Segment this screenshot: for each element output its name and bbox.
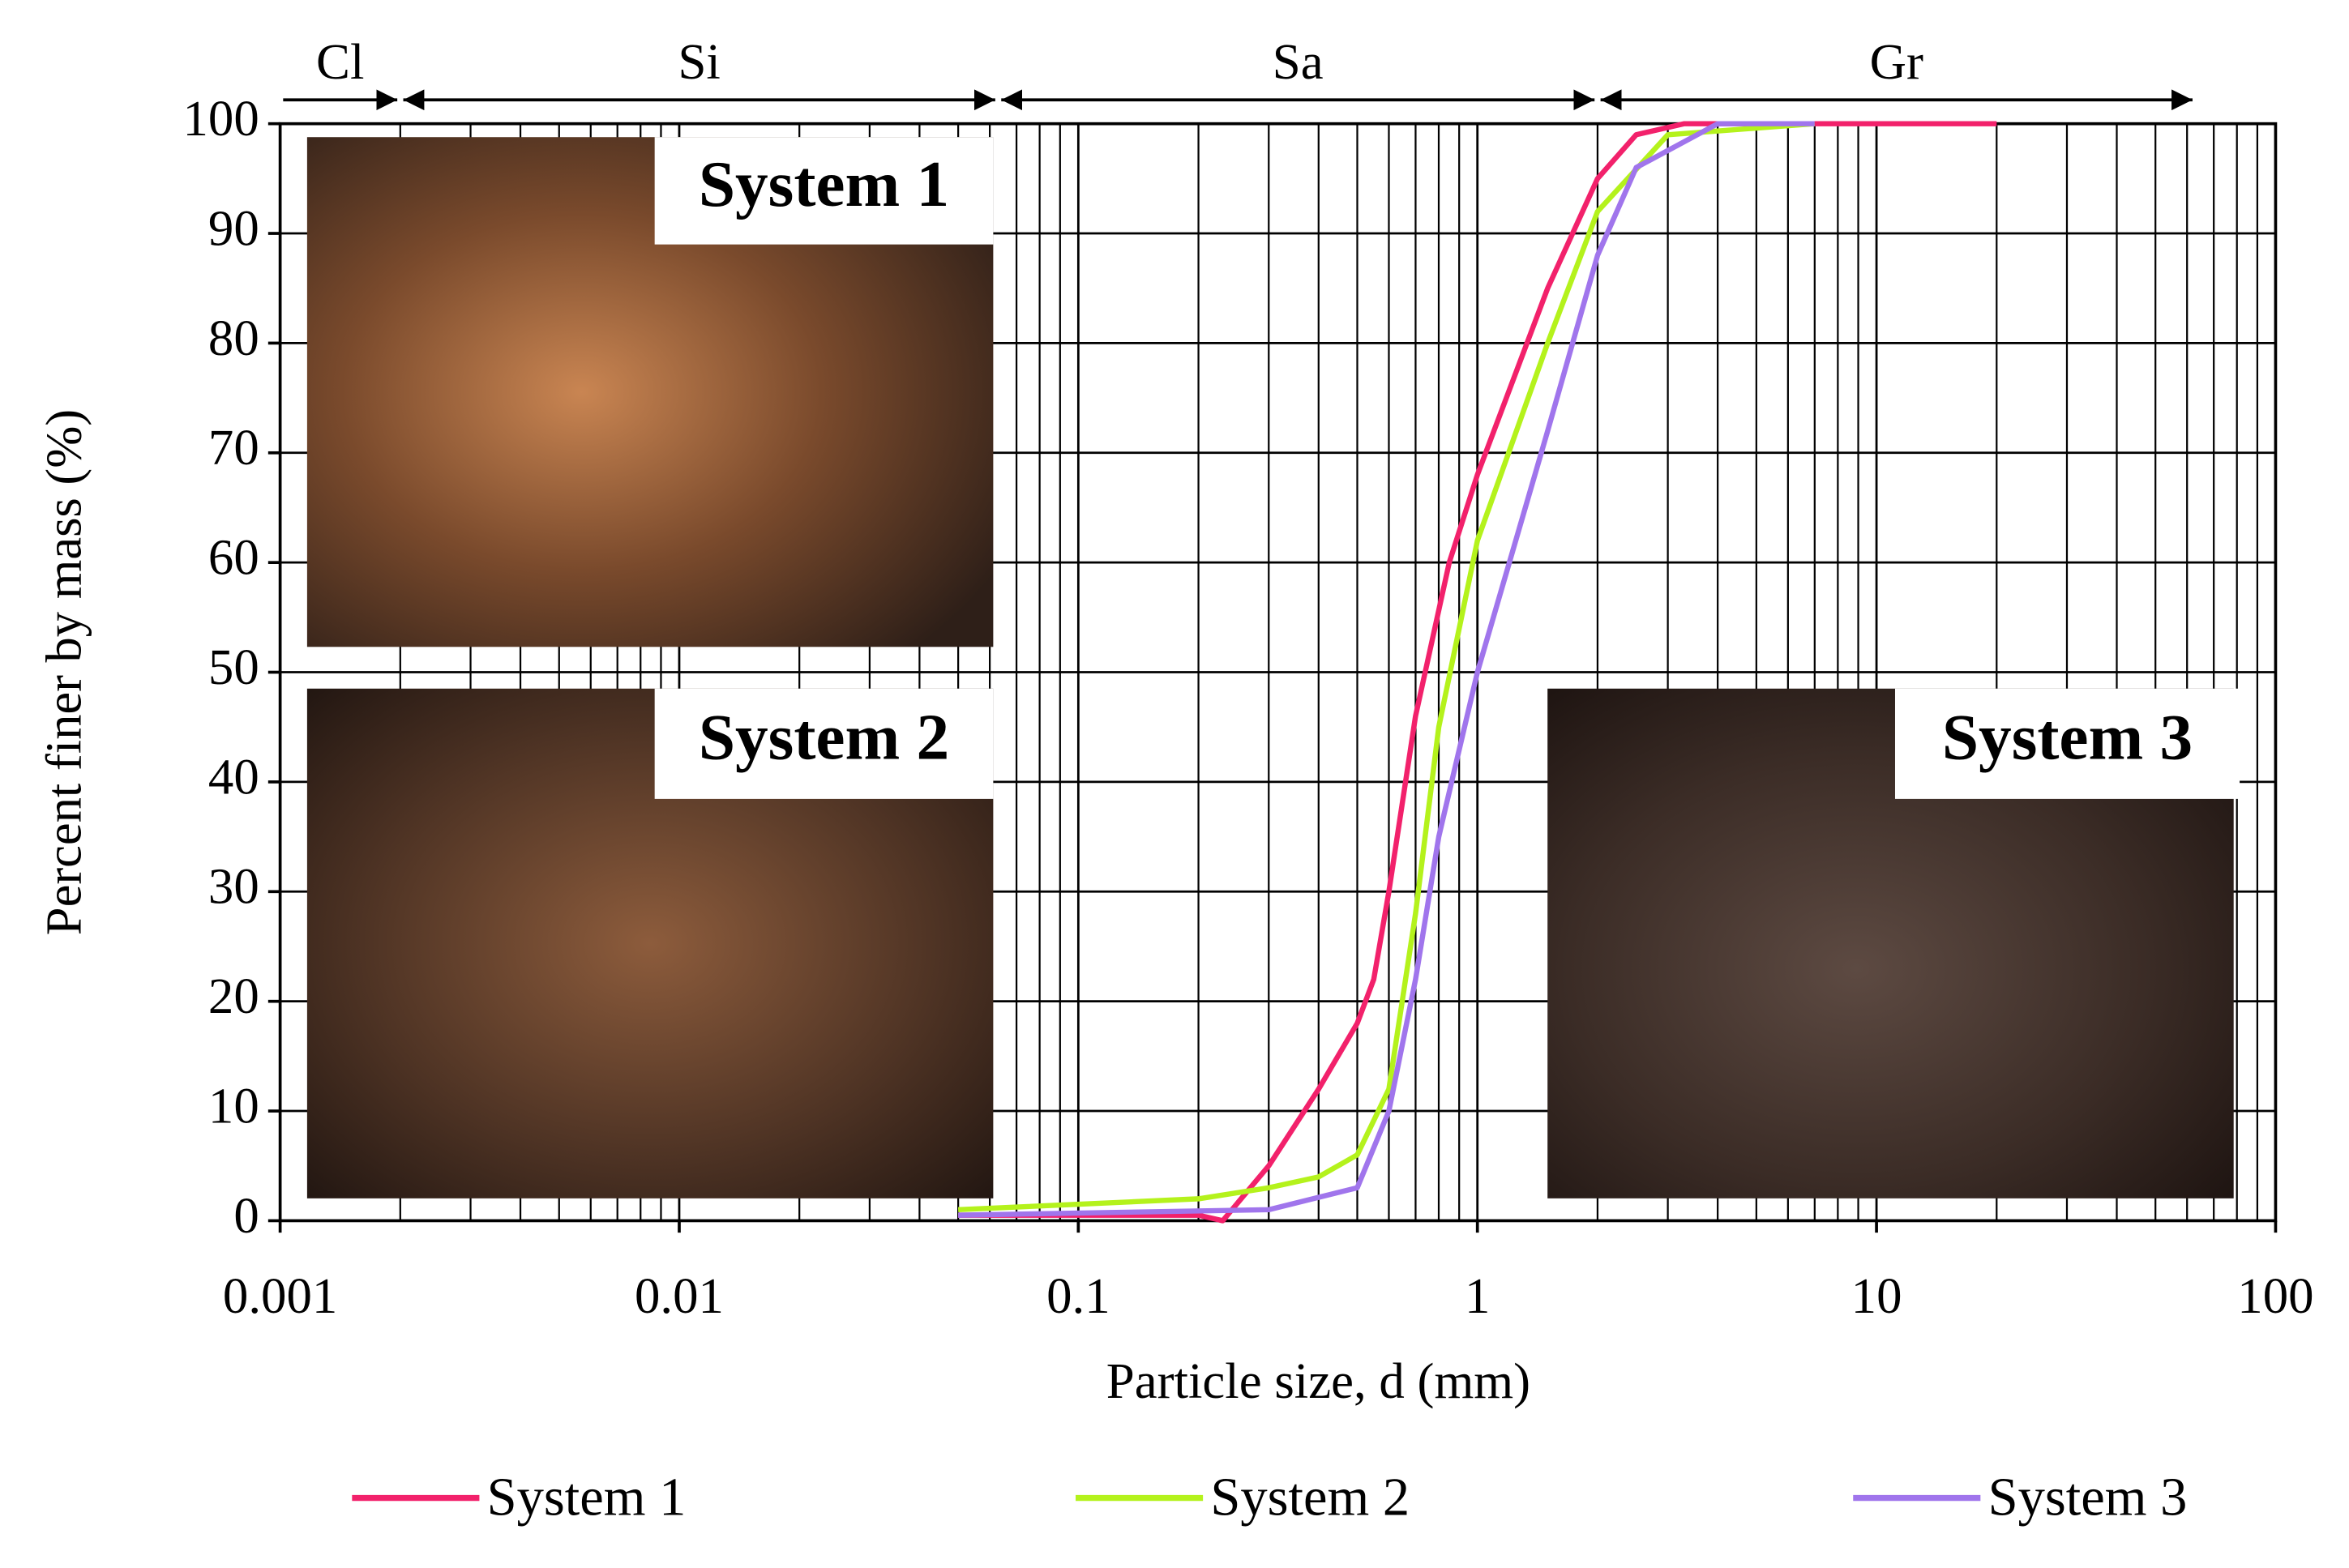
- zone-label: Si: [678, 33, 720, 90]
- inset-label-box: [1894, 688, 2240, 799]
- y-tick-label: 60: [208, 529, 259, 586]
- legend-label: System 1: [487, 1468, 687, 1527]
- x-tick-label: 10: [1851, 1267, 1902, 1324]
- series-line: [958, 121, 1815, 1218]
- y-axis-label: Percent finer by mass (%): [35, 409, 92, 935]
- y-tick-label: 80: [208, 310, 259, 366]
- inset-label-box: [654, 688, 994, 799]
- inset-label: System 3: [1942, 701, 2193, 774]
- zone-label: Cl: [316, 33, 364, 90]
- y-tick-label: 30: [208, 858, 259, 915]
- legend-label: System 3: [1988, 1468, 2188, 1527]
- inset-label: System 1: [699, 147, 949, 220]
- x-tick-label: 100: [2237, 1267, 2313, 1324]
- y-tick-label: 70: [208, 419, 259, 476]
- zone-label: Gr: [1870, 33, 1923, 90]
- y-tick-label: 50: [208, 639, 259, 695]
- x-tick-label: 0.01: [635, 1267, 724, 1324]
- inset-label: System 2: [699, 701, 949, 774]
- y-tick-label: 0: [233, 1187, 259, 1244]
- x-tick-label: 0.001: [223, 1267, 337, 1324]
- y-tick-label: 10: [208, 1078, 259, 1134]
- series-line: [957, 121, 1815, 1213]
- y-tick-label: 40: [208, 748, 259, 805]
- y-tick-label: 90: [208, 200, 259, 257]
- zone-label: Sa: [1273, 33, 1324, 90]
- x-axis-label: Particle size, d (mm): [1106, 1352, 1530, 1409]
- legend-label: System 2: [1210, 1468, 1410, 1527]
- y-tick-label: 100: [182, 90, 259, 147]
- y-tick-label: 20: [208, 968, 259, 1024]
- inset-label-box: [654, 137, 994, 245]
- x-tick-label: 1: [1465, 1267, 1490, 1324]
- x-tick-label: 0.1: [1046, 1267, 1110, 1324]
